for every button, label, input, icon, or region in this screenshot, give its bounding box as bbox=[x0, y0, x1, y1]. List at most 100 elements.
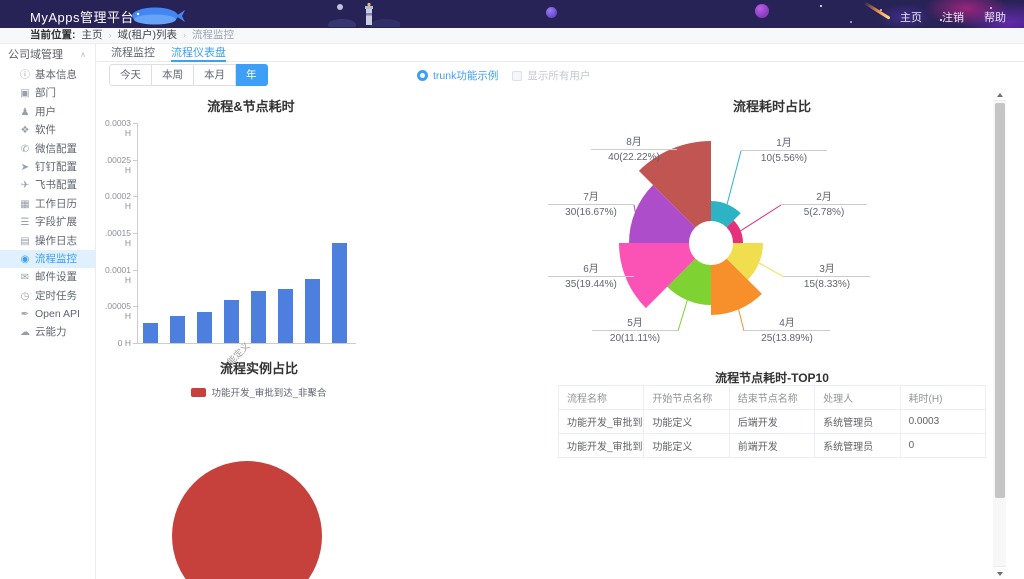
filter-button-0[interactable]: 今天 bbox=[109, 64, 152, 86]
table-cell: 0 bbox=[899, 433, 987, 458]
filter-button-1[interactable]: 本周 bbox=[152, 64, 194, 86]
rose-slice-8月[interactable] bbox=[638, 141, 711, 228]
rose-slice-4月[interactable] bbox=[711, 258, 762, 315]
bar-3[interactable] bbox=[224, 299, 239, 343]
trunk-sample-radio-label[interactable]: trunk功能示例 bbox=[433, 70, 499, 82]
work-calendar-icon: ▦ bbox=[20, 198, 30, 210]
sidebar-item-5[interactable]: ➤ 钉钉配置 bbox=[0, 158, 95, 176]
scrollbar-thumb[interactable] bbox=[994, 103, 1005, 498]
bar-6[interactable] bbox=[305, 279, 320, 343]
legend-label[interactable]: 功能开发_审批到达_非聚合 bbox=[211, 388, 327, 399]
rose-label-7月: 7月 30(16.67%) bbox=[548, 191, 634, 219]
rose-slice-7月[interactable] bbox=[629, 185, 696, 243]
filter-button-3[interactable]: 年 bbox=[236, 64, 268, 86]
sidebar-item-6[interactable]: ✈ 飞书配置 bbox=[0, 176, 95, 194]
sidebar-item-label: 用户 bbox=[35, 105, 56, 118]
rose-label-month: 7月 bbox=[548, 191, 634, 205]
cloud-ability-icon: ☁ bbox=[20, 327, 30, 339]
process-node-time-bar-chart: 功能定义 0.0003 H .00025 H 0.0002 H .00015 H 0.0… bbox=[97, 88, 487, 388]
table-row[interactable]: 功能开发_审批到达_非聚合功能定义前端开发系统管理员0 bbox=[557, 433, 987, 458]
top10-table: 流程名称开始节点名称结束节点名称处理人耗时(H)功能开发_审批到达_非聚合功能定… bbox=[557, 385, 987, 458]
y-tick-label: .00025 H bbox=[105, 154, 131, 175]
bar-5[interactable] bbox=[278, 288, 293, 343]
sidebar-item-label: Open API bbox=[35, 308, 80, 321]
field-extend-icon: ☰ bbox=[20, 217, 30, 229]
instance-pie-slice[interactable] bbox=[172, 461, 322, 579]
navbar-link-2[interactable]: 帮助 bbox=[984, 12, 1006, 24]
rose-label-1月: 1月 10(5.56%) bbox=[741, 137, 827, 165]
breadcrumb-item-2: 流程监控 bbox=[192, 29, 234, 41]
bar-0[interactable] bbox=[143, 323, 158, 343]
bar-2[interactable] bbox=[197, 312, 212, 343]
label-leader-line bbox=[740, 204, 782, 232]
bar-4[interactable] bbox=[251, 290, 266, 343]
rose-slice-6月[interactable] bbox=[618, 243, 696, 309]
tab-0[interactable]: 流程监控 bbox=[111, 47, 155, 59]
sidebar-item-11[interactable]: ✉ 邮件设置 bbox=[0, 268, 95, 286]
bar-7[interactable] bbox=[332, 243, 347, 343]
column-header-2: 结束节点名称 bbox=[728, 385, 816, 410]
sidebar-item-label: 微信配置 bbox=[35, 142, 77, 155]
stars-decoration bbox=[820, 5, 822, 7]
show-all-users-checkbox[interactable] bbox=[512, 70, 523, 81]
navbar-link-1[interactable]: 注销 bbox=[942, 12, 964, 24]
time-filter-group: 今天 本周 本月年 bbox=[109, 64, 268, 86]
rose-slice-5月[interactable] bbox=[667, 258, 711, 305]
rose-label-value: 30(16.67%) bbox=[565, 207, 617, 218]
arrow-up-icon bbox=[996, 93, 1003, 97]
lighthouse-illustration bbox=[328, 2, 400, 27]
navbar-links: 主页 注销 帮助 bbox=[880, 8, 1006, 26]
sidebar-item-14[interactable]: ☁ 云能力 bbox=[0, 323, 95, 341]
process-time-rose-chart: 1月 10(5.56%) 2月 5(2.78%) 3月 15(8.33%) 4月 25(13.… bbox=[537, 100, 997, 380]
sidebar-item-4[interactable]: ✆ 微信配置 bbox=[0, 140, 95, 158]
sidebar: 公司域管理 ∧ ⓘ 基本信息 ▣ 部门 ♟ 用户 ❖ 软件 ✆ 微信配置 ➤ 钉钉配置 ✈ 飞书配置 ▦ 工作… bbox=[0, 44, 96, 579]
sidebar-item-13[interactable]: ✒ Open API bbox=[0, 305, 95, 323]
rose-slice-3月[interactable] bbox=[726, 243, 763, 280]
sidebar-item-9[interactable]: ▤ 操作日志 bbox=[0, 232, 95, 250]
show-all-users-label[interactable]: 显示所有用户 bbox=[527, 70, 591, 82]
rose-label-month: 2月 bbox=[781, 191, 867, 205]
rose-label-month: 1月 bbox=[741, 137, 827, 151]
scroll-down-button[interactable] bbox=[993, 566, 1006, 579]
vertical-scrollbar[interactable] bbox=[993, 88, 1006, 579]
breadcrumb-prefix: 当前位置: bbox=[30, 29, 76, 41]
tabs-divider bbox=[97, 61, 1024, 62]
table-row[interactable]: 功能开发_审批到达_非聚合功能定义后端开发系统管理员0.0003 bbox=[557, 409, 987, 434]
y-tick-mark bbox=[133, 159, 137, 161]
filter-button-2[interactable]: 本月 bbox=[194, 64, 236, 86]
sidebar-item-3[interactable]: ❖ 软件 bbox=[0, 121, 95, 139]
rose-label-value: 10(5.56%) bbox=[760, 153, 808, 164]
bar-1[interactable] bbox=[170, 315, 185, 343]
rose-label-value: 25(13.89%) bbox=[761, 333, 813, 344]
chevron-up-icon[interactable]: ∧ bbox=[80, 50, 86, 59]
sidebar-item-1[interactable]: ▣ 部门 bbox=[0, 84, 95, 102]
trunk-sample-radio[interactable] bbox=[417, 70, 428, 81]
open-api-icon: ✒ bbox=[20, 309, 30, 321]
legend-swatch[interactable] bbox=[191, 387, 207, 397]
navbar-link-0[interactable]: 主页 bbox=[900, 12, 922, 24]
sidebar-item-10[interactable]: ◉ 流程监控 bbox=[0, 249, 95, 269]
sidebar-item-0[interactable]: ⓘ 基本信息 bbox=[0, 66, 95, 84]
sidebar-item-7[interactable]: ▦ 工作日历 bbox=[0, 195, 95, 213]
rose-slice-2月[interactable] bbox=[726, 220, 743, 243]
column-header-4: 耗时(H) bbox=[899, 385, 987, 410]
y-tick-label: 0 H bbox=[117, 338, 131, 348]
column-header-0: 流程名称 bbox=[557, 385, 645, 410]
app-title: MyApps管理平台 bbox=[30, 10, 134, 25]
scroll-up-button[interactable] bbox=[993, 88, 1006, 101]
sidebar-group-company-domain[interactable]: 公司域管理 ∧ bbox=[0, 46, 95, 64]
sidebar-item-12[interactable]: ◷ 定时任务 bbox=[0, 287, 95, 305]
rose-slice-1月[interactable] bbox=[711, 201, 741, 228]
dingtalk-config-icon: ➤ bbox=[20, 161, 30, 173]
breadcrumb-item-1[interactable]: 域(租户)列表 bbox=[117, 29, 178, 41]
breadcrumb-item-0[interactable]: 主页 bbox=[81, 29, 103, 41]
tab-1[interactable]: 流程仪表盘 bbox=[171, 44, 226, 62]
y-tick-mark bbox=[133, 233, 137, 234]
rose-label-2月: 2月 5(2.78%) bbox=[781, 191, 867, 219]
sidebar-item-2[interactable]: ♟ 用户 bbox=[0, 103, 95, 121]
label-leader-line bbox=[726, 150, 742, 205]
sidebar-item-8[interactable]: ☰ 字段扩展 bbox=[0, 213, 95, 231]
table-cell: 后端开发 bbox=[728, 409, 816, 434]
whale-illustration bbox=[132, 7, 185, 25]
label-leader-line bbox=[677, 300, 688, 332]
